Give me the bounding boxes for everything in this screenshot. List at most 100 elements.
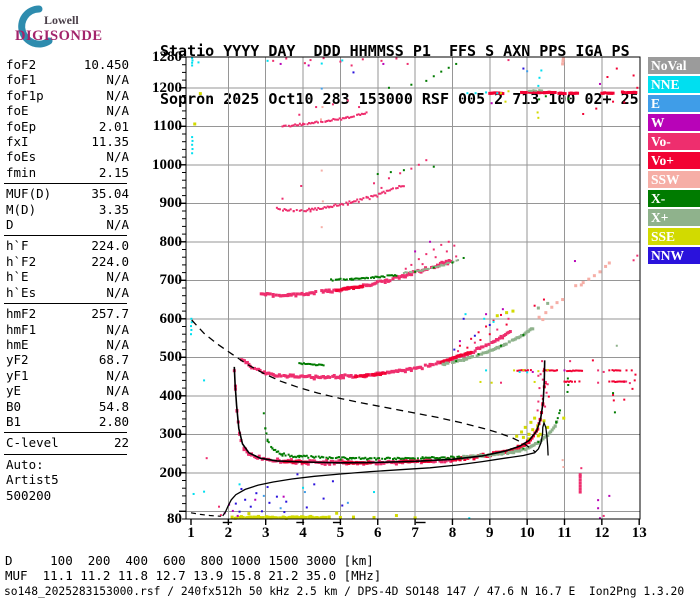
y-tick-label: 600 (159, 310, 183, 327)
param-row: hmF2 257.7 (6, 306, 129, 321)
muf-scale-row: MUF 11.1 11.2 11.8 12.7 13.9 15.8 21.2 3… (5, 568, 382, 583)
param-label: fxI (6, 134, 29, 150)
param-label: h`Es (6, 284, 37, 300)
param-value: 22 (113, 435, 129, 451)
param-row: yE N/A (6, 383, 129, 398)
bottom-dashed-curve (190, 512, 221, 517)
param-row: B0 54.8 (6, 399, 129, 414)
param-value: N/A (106, 336, 129, 352)
param-value: 35.04 (91, 186, 129, 202)
y-tick-label: 700 (159, 272, 183, 289)
param-divider (4, 303, 127, 305)
x-tick-label: 5 (336, 525, 345, 541)
autoscale-info-row: 500200 (6, 487, 52, 503)
param-label: M(D) (6, 201, 37, 217)
param-value: N/A (106, 217, 129, 233)
param-value: 68.7 (98, 352, 129, 368)
param-row: h`F2 224.0 (6, 254, 129, 269)
param-label: foF1 (6, 72, 37, 88)
param-value: 224.0 (91, 253, 129, 269)
param-value: N/A (106, 321, 129, 337)
x-tick-label: 9 (486, 525, 494, 541)
param-label: h`E (6, 269, 29, 285)
legend-item-e: E (648, 95, 700, 112)
y-tick-label: 200 (159, 464, 183, 481)
x-tick-label: 3 (261, 525, 270, 541)
param-value: N/A (106, 367, 129, 383)
x-tick-label: 12 (594, 525, 610, 541)
param-value: 54.8 (98, 398, 129, 414)
param-row: yF2 68.7 (6, 352, 129, 367)
autoscale-info-row: Artist5 (6, 472, 59, 488)
param-label: foE (6, 103, 29, 119)
y-tick-label: 400 (159, 387, 183, 404)
param-label: D (6, 217, 14, 233)
file-info-row: so148_2025283153000.rsf / 240fx512h 50 k… (4, 585, 685, 598)
param-label: h`F2 (6, 253, 37, 269)
logo-lowell-text: Lowell (44, 13, 79, 27)
legend-item-ssw: SSW (648, 171, 700, 188)
param-label: foEs (6, 149, 37, 165)
param-label: yF1 (6, 367, 29, 383)
param-row: fmin 2.15 (6, 165, 129, 180)
param-value: N/A (106, 269, 129, 285)
param-value: 257.7 (91, 306, 129, 322)
param-label: hmF1 (6, 321, 37, 337)
lowell-digisonde-logo: Lowell DIGISONDE (6, 4, 131, 52)
param-label: yF2 (6, 352, 29, 368)
legend-item-sse: SSE (648, 228, 700, 245)
param-value: 3.35 (98, 201, 129, 217)
param-row: MUF(D) 35.04 (6, 186, 129, 201)
param-label: B1 (6, 413, 22, 429)
legend-item-noval: NoVal (648, 57, 700, 74)
distance-scale-row: D 100 200 400 600 800 1000 1500 3000 [km… (5, 553, 374, 568)
header-field-names: Statio YYYY DAY DDD HHMMSS P1 FFS S AXN … (160, 42, 630, 60)
legend-item-x-: X- (648, 190, 700, 207)
param-value: N/A (106, 103, 129, 119)
legend-item-w: W (648, 114, 700, 131)
param-row: h`E N/A (6, 269, 129, 284)
legend-item-nne: NNE (648, 76, 700, 93)
y-tick-label: 1100 (152, 118, 182, 135)
autoscale-fit-line (233, 360, 546, 464)
y-tick-label: 900 (159, 195, 183, 212)
param-label: foF2 (6, 57, 37, 72)
param-row: fxI 11.35 (6, 134, 129, 149)
param-row: h`F 224.0 (6, 238, 129, 253)
legend-item-vo+: Vo+ (648, 152, 700, 169)
param-row: foEp 2.01 (6, 119, 129, 134)
param-row: foF2 10.450 (6, 57, 129, 72)
param-row: M(D) 3.35 (6, 202, 129, 217)
param-row: foF1 N/A (6, 72, 129, 87)
x-tick-label: 13 (631, 525, 647, 541)
param-divider (4, 183, 127, 185)
param-value: N/A (106, 72, 129, 88)
param-label: hmE (6, 336, 29, 352)
param-row: hmE N/A (6, 337, 129, 352)
x-tick-label: 7 (411, 525, 419, 541)
param-row: B1 2.80 (6, 414, 129, 429)
param-label: C-level (6, 435, 59, 451)
param-row: C-level 22 (6, 435, 129, 450)
y-tick-label: 1000 (152, 156, 182, 173)
y-tick-label: 300 (159, 426, 183, 443)
param-label: MUF(D) (6, 186, 52, 202)
y-tick-label: 800 (159, 233, 183, 250)
param-value: N/A (106, 284, 129, 300)
y-tick-label: 80 (167, 511, 182, 527)
param-row: yF1 N/A (6, 368, 129, 383)
param-value: N/A (106, 149, 129, 165)
x-tick-label: 6 (374, 525, 382, 541)
muf-dashed-curve (191, 319, 536, 453)
x-tick-label: 2 (224, 525, 233, 541)
param-value: 2.15 (98, 164, 129, 180)
param-divider (4, 235, 127, 237)
param-value: 11.35 (91, 134, 129, 150)
parameter-panel: foF2 10.450 foF1 N/A foF1p N/A foE N/A foEp 2.01 f… (4, 57, 129, 503)
header-field-values: Sopron 2025 Oct10 283 153000 RSF 005 2 7… (160, 90, 639, 108)
x-tick-label: 8 (448, 525, 457, 541)
param-label: fmin (6, 164, 37, 180)
param-row: foF1p N/A (6, 88, 129, 103)
